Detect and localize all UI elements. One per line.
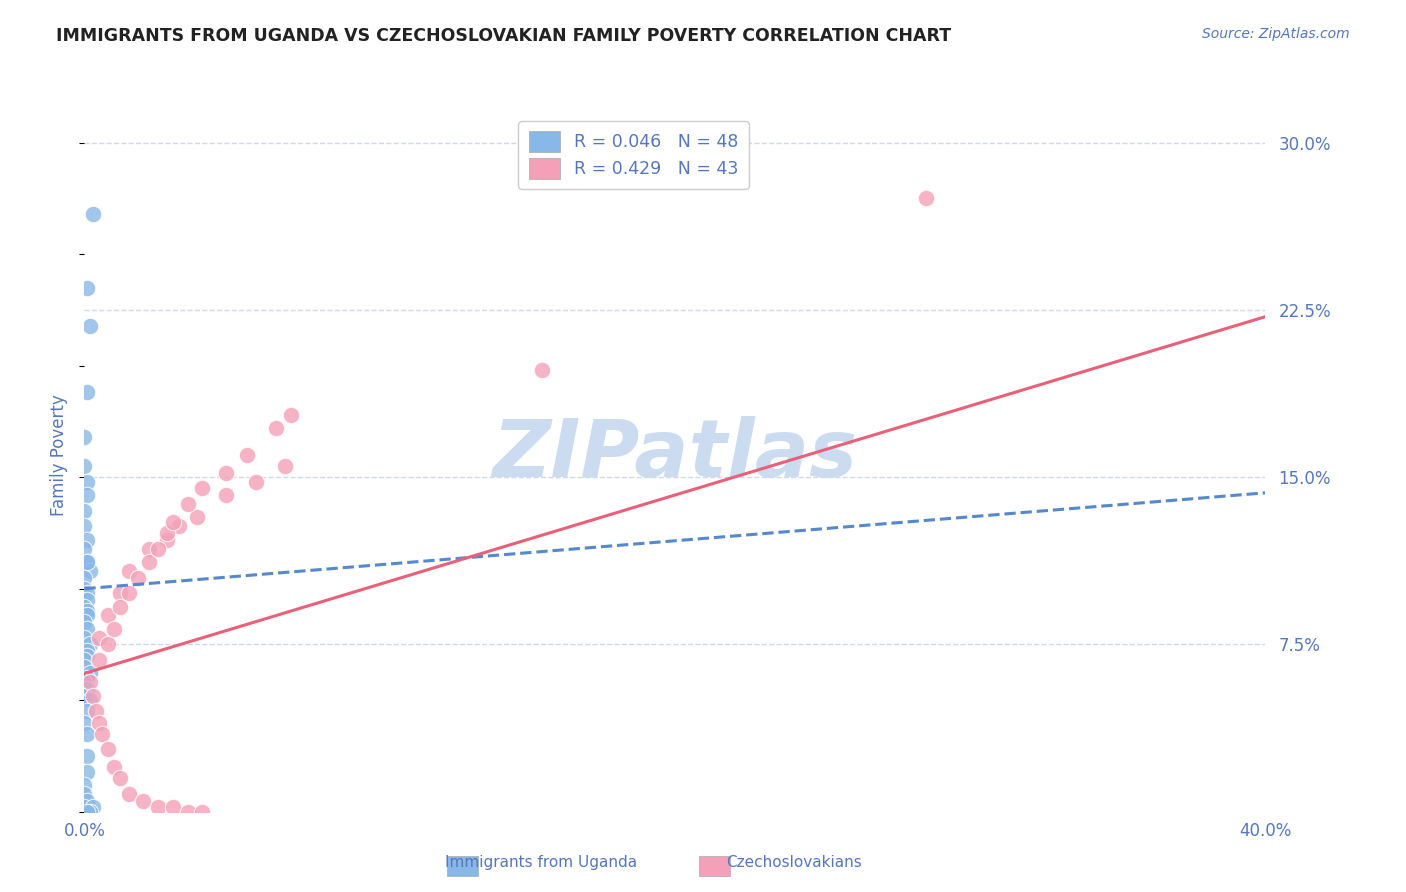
Point xyxy=(118,564,141,578)
Point xyxy=(76,555,98,569)
Point xyxy=(191,482,214,496)
Point xyxy=(76,805,98,819)
Point xyxy=(73,675,96,690)
Point xyxy=(274,459,297,474)
Point xyxy=(215,488,238,502)
Point xyxy=(118,586,141,600)
Point xyxy=(76,592,98,607)
Point xyxy=(76,555,98,569)
Point xyxy=(79,805,101,819)
Text: IMMIGRANTS FROM UGANDA VS CZECHOSLOVAKIAN FAMILY POVERTY CORRELATION CHART: IMMIGRANTS FROM UGANDA VS CZECHOSLOVAKIA… xyxy=(56,27,952,45)
Point xyxy=(73,631,96,645)
Point xyxy=(156,526,179,541)
Point xyxy=(76,385,98,400)
Point xyxy=(73,615,96,630)
Point xyxy=(280,408,302,422)
Point xyxy=(162,515,184,529)
Point xyxy=(76,475,98,489)
Point xyxy=(76,749,98,764)
Point xyxy=(215,466,238,480)
Point xyxy=(76,644,98,658)
Y-axis label: Family Poverty: Family Poverty xyxy=(51,394,69,516)
Point xyxy=(91,726,114,740)
Point xyxy=(162,800,184,814)
Point xyxy=(138,541,160,556)
Point xyxy=(73,778,96,792)
Point xyxy=(73,571,96,585)
Point xyxy=(138,555,160,569)
Point xyxy=(84,705,107,719)
Point xyxy=(167,519,190,533)
Point xyxy=(76,604,98,618)
Point xyxy=(97,742,120,756)
Text: Czechoslovakians: Czechoslovakians xyxy=(727,855,862,870)
Point xyxy=(530,363,553,377)
Point xyxy=(79,693,101,707)
Point xyxy=(76,648,98,663)
Point xyxy=(79,675,101,690)
Point xyxy=(76,681,98,696)
Point xyxy=(97,637,120,651)
Point xyxy=(76,488,98,502)
Point xyxy=(76,705,98,719)
Point xyxy=(79,318,101,333)
Point xyxy=(118,787,141,801)
Point xyxy=(73,582,96,596)
Point xyxy=(73,430,96,444)
Point xyxy=(97,608,120,623)
Point xyxy=(127,571,149,585)
Point xyxy=(73,503,96,517)
Point xyxy=(76,622,98,636)
Point xyxy=(103,622,125,636)
Point xyxy=(148,541,170,556)
Point xyxy=(914,192,936,206)
Point xyxy=(89,653,111,667)
Point xyxy=(186,510,208,524)
Point xyxy=(73,599,96,614)
Point xyxy=(82,207,104,221)
Point xyxy=(82,800,104,814)
Text: Immigrants from Uganda: Immigrants from Uganda xyxy=(446,855,637,870)
Point xyxy=(103,760,125,774)
Point xyxy=(76,726,98,740)
Point xyxy=(236,448,259,462)
Point xyxy=(73,800,96,814)
Point xyxy=(245,475,267,489)
Point xyxy=(89,715,111,730)
Point xyxy=(148,800,170,814)
Point xyxy=(108,586,131,600)
Point xyxy=(79,666,101,681)
Point xyxy=(79,564,101,578)
Point xyxy=(264,421,288,435)
Point xyxy=(73,541,96,556)
Point xyxy=(177,805,200,819)
Point xyxy=(108,599,131,614)
Point xyxy=(76,671,98,685)
Point xyxy=(76,533,98,547)
Point xyxy=(73,715,96,730)
Point xyxy=(73,660,96,674)
Point xyxy=(76,608,98,623)
Point xyxy=(76,764,98,779)
Point xyxy=(76,281,98,295)
Point xyxy=(156,533,179,547)
Point xyxy=(73,459,96,474)
Point xyxy=(73,787,96,801)
Point xyxy=(76,586,98,600)
Point xyxy=(76,794,98,808)
Point xyxy=(132,794,155,808)
Point xyxy=(73,689,96,703)
Point xyxy=(191,805,214,819)
Point xyxy=(73,519,96,533)
Point xyxy=(79,637,101,651)
Point xyxy=(82,689,104,703)
Point xyxy=(73,653,96,667)
Legend: R = 0.046   N = 48, R = 0.429   N = 43: R = 0.046 N = 48, R = 0.429 N = 43 xyxy=(519,121,748,189)
Point xyxy=(89,631,111,645)
Point xyxy=(108,771,131,786)
Text: ZIPatlas: ZIPatlas xyxy=(492,416,858,494)
Text: Source: ZipAtlas.com: Source: ZipAtlas.com xyxy=(1202,27,1350,41)
Point xyxy=(177,497,200,511)
